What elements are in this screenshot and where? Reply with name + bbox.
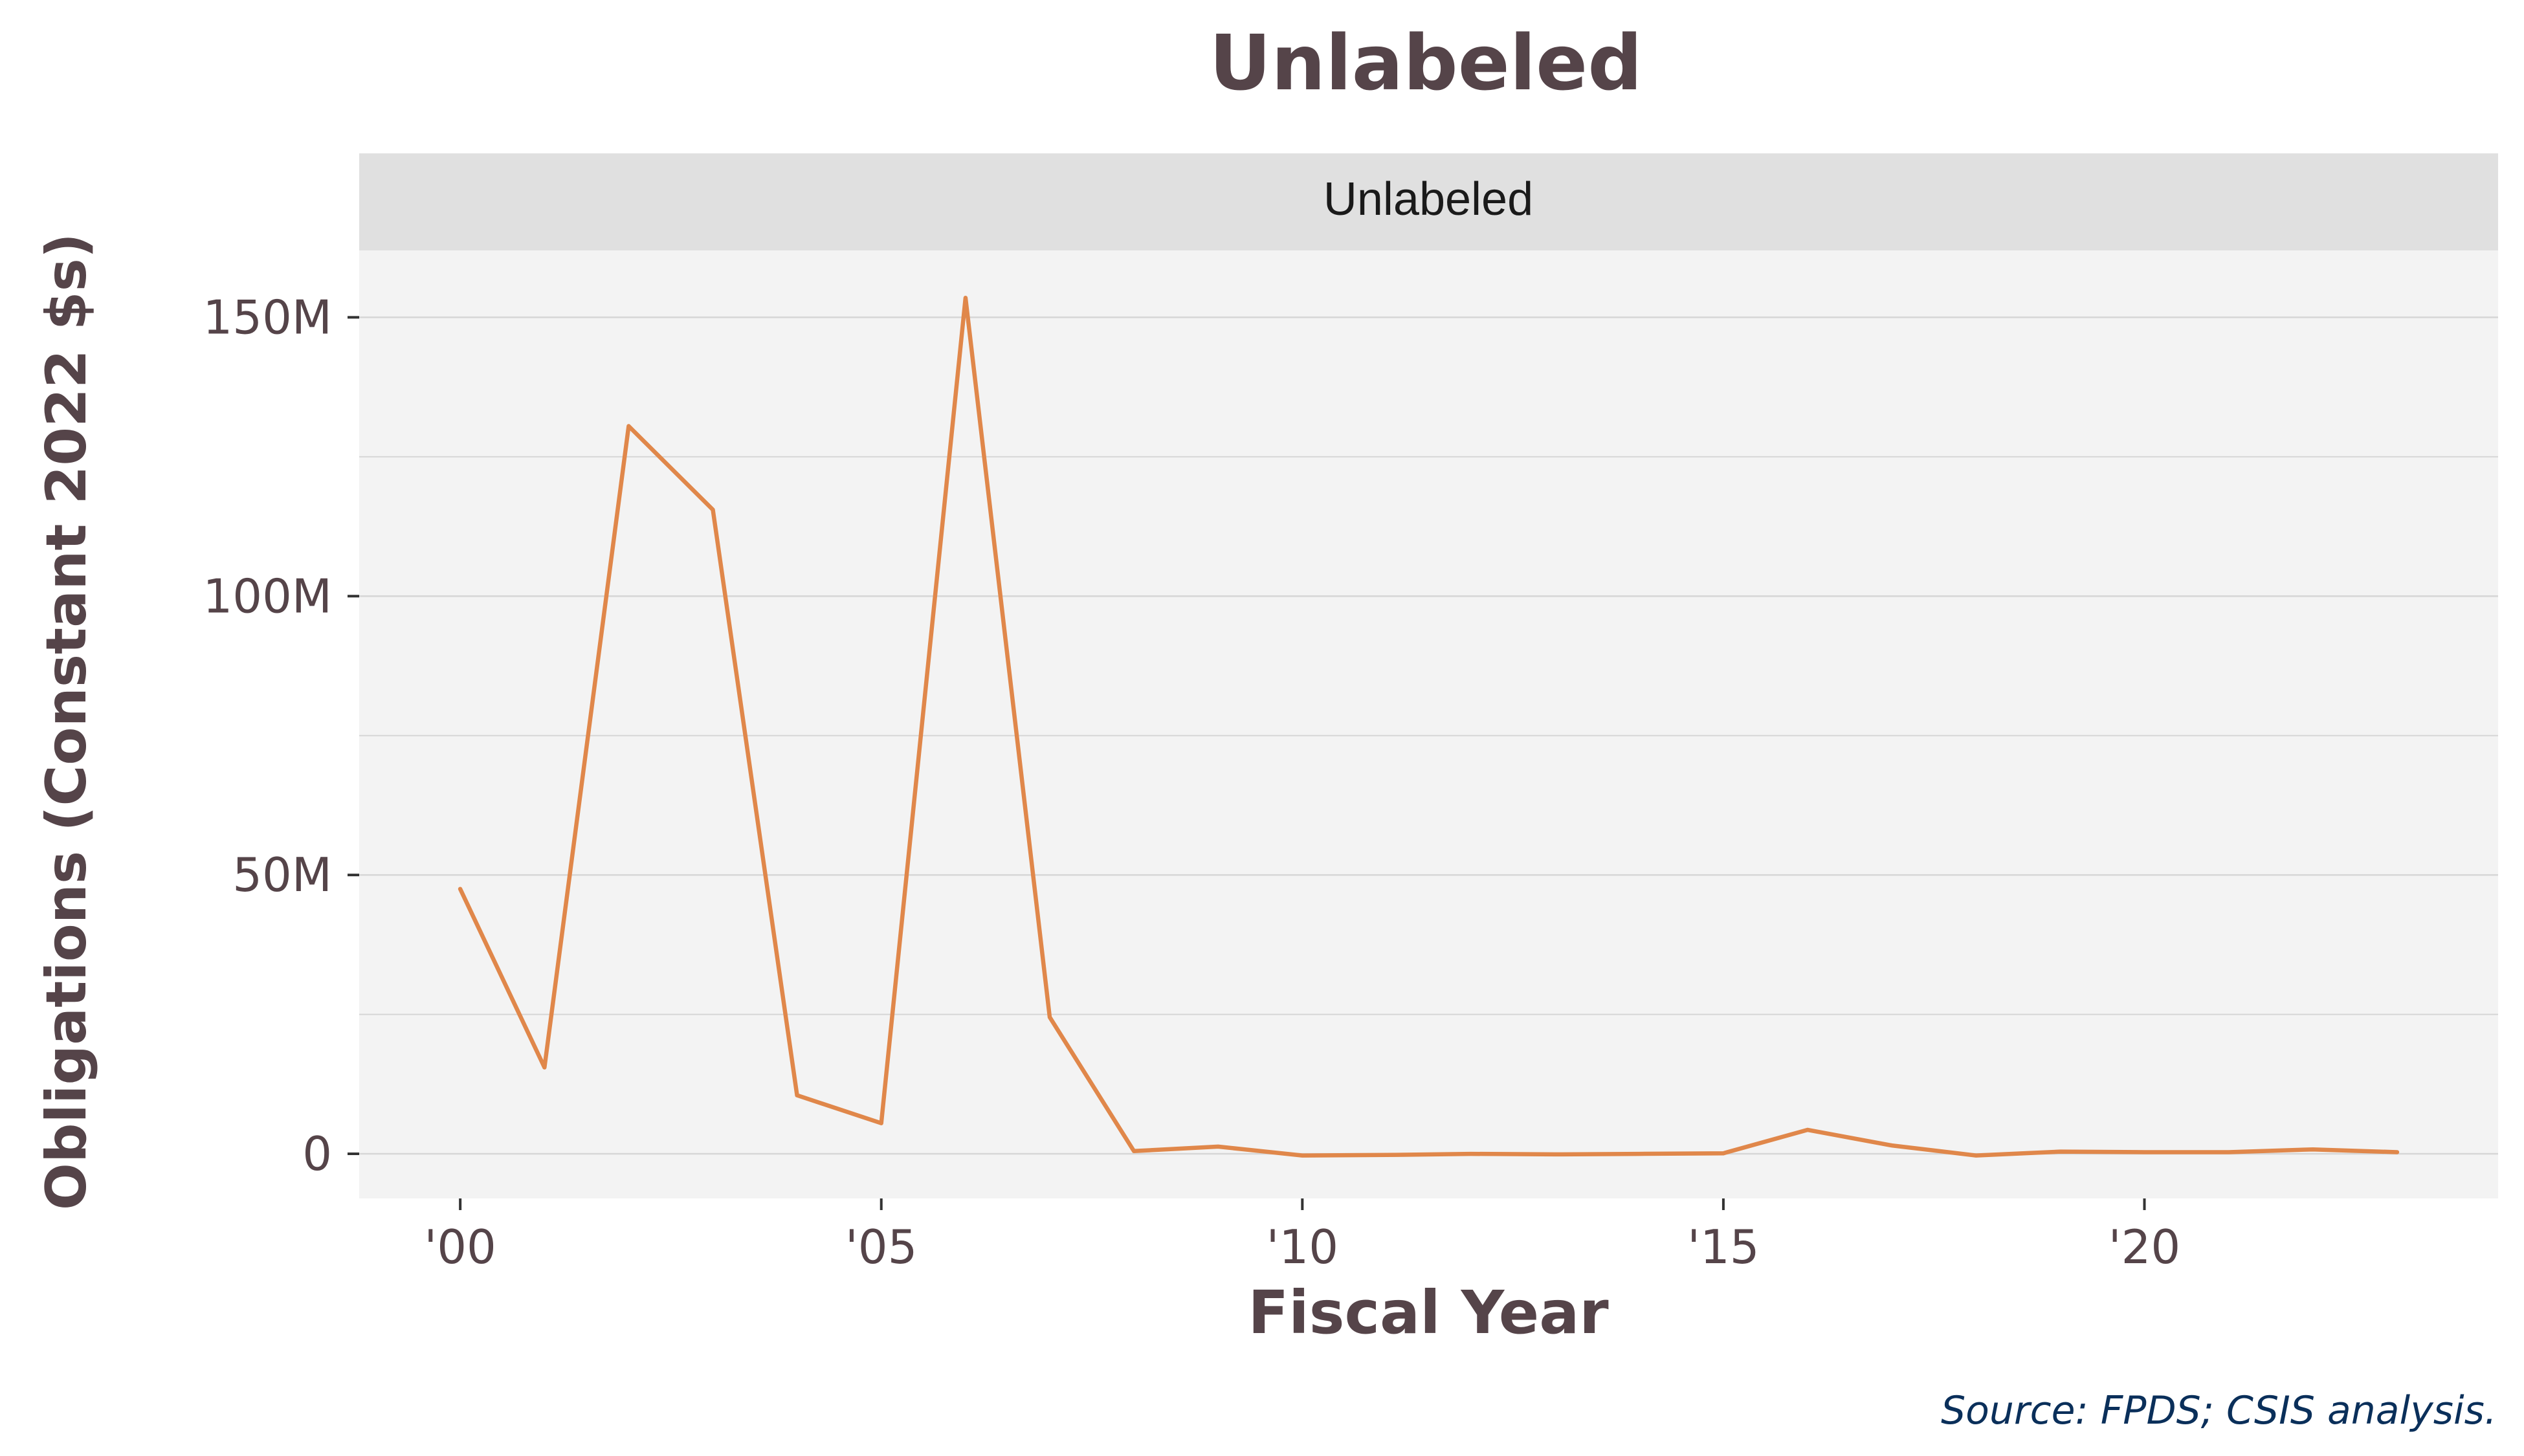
y-tick-label-2: 100M xyxy=(203,569,332,623)
series-group xyxy=(458,296,2400,1158)
series-line-0 xyxy=(458,296,2400,1158)
chart-caption: Source: FPDS; CSIS analysis. xyxy=(1941,1388,2497,1433)
x-tick-label-0: '00 xyxy=(424,1220,496,1274)
facet-label: Unlabeled xyxy=(1323,173,1533,225)
x-tick-label-4: '20 xyxy=(2109,1220,2180,1274)
x-tick-label-3: '15 xyxy=(1687,1220,1759,1274)
y-axis: 0 50M 100M 150M xyxy=(203,290,359,1181)
plot-panel xyxy=(359,250,2498,1198)
y-tick-label-1: 50M xyxy=(232,848,332,902)
x-axis-title: Fiscal Year xyxy=(1248,1278,1609,1347)
x-axis: '00 '05 '10 '15 '20 xyxy=(424,1198,2180,1274)
chart-title: Unlabeled xyxy=(1209,18,1642,107)
facet-strip xyxy=(359,153,2498,250)
x-tick-label-1: '05 xyxy=(845,1220,917,1274)
x-tick-label-2: '10 xyxy=(1267,1220,1338,1274)
y-axis-title: Obligations (Constant 2022 $s) xyxy=(34,233,99,1210)
y-tick-label-3: 150M xyxy=(203,290,332,344)
y-tick-label-0: 0 xyxy=(302,1127,332,1181)
